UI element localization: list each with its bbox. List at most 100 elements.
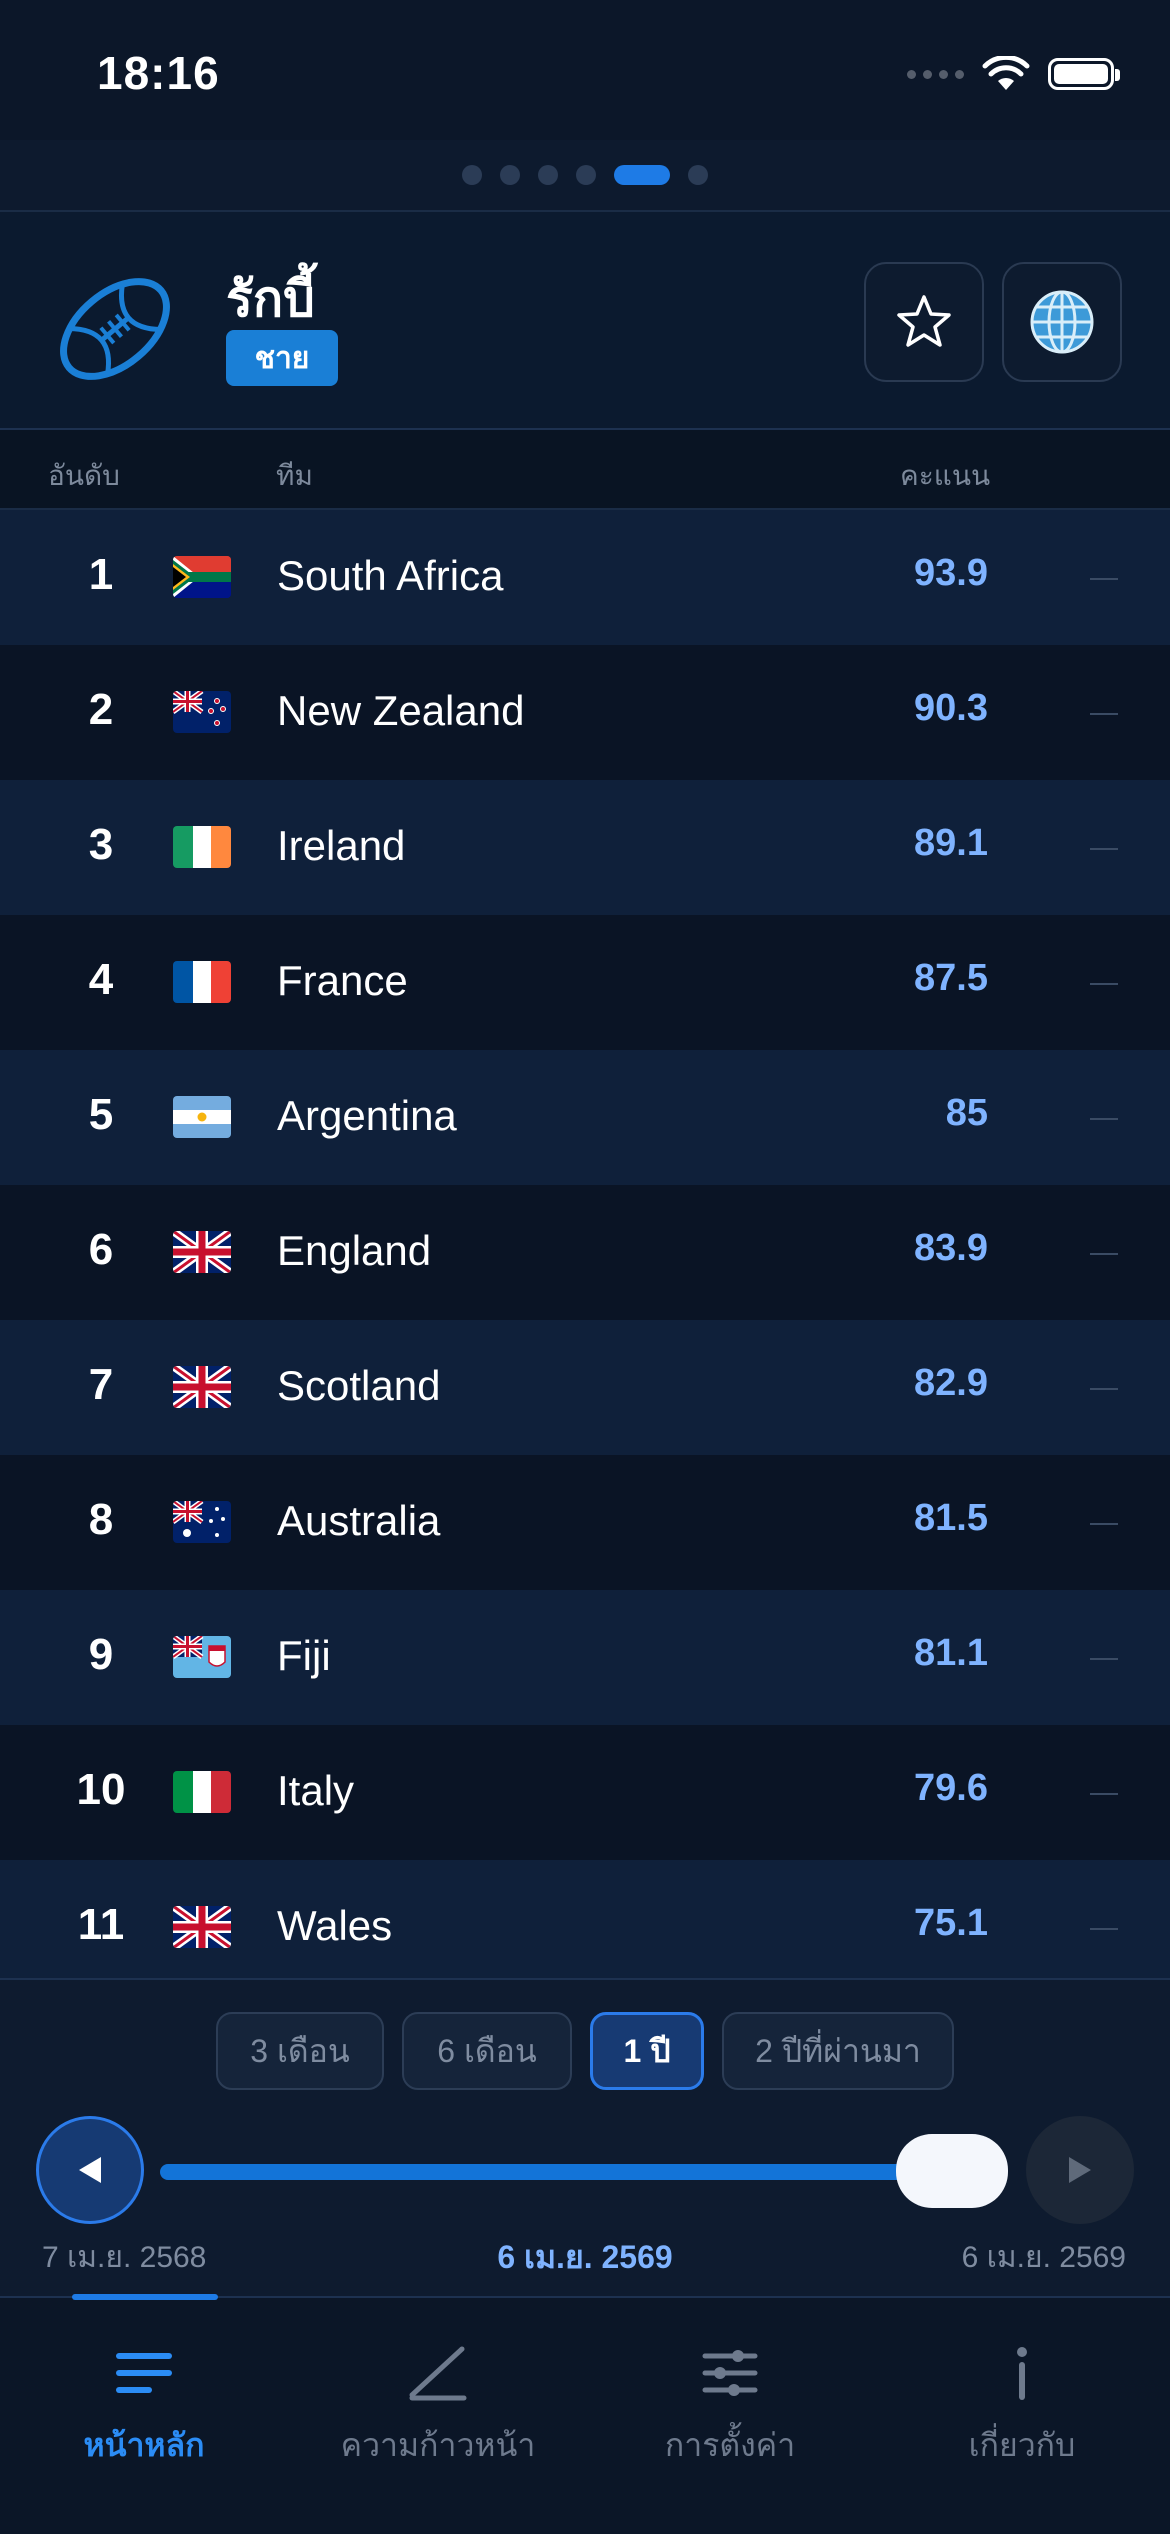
rank-number: 10 <box>76 1765 126 1814</box>
progress-chart-icon <box>409 2346 467 2401</box>
timeline-slider-thumb[interactable] <box>896 2134 1008 2208</box>
team-score: 82.9 <box>914 1362 988 1404</box>
timeline-start-date: 7 เม.ย. 2568 <box>42 2241 207 2274</box>
tab-label: หน้าหลัก <box>83 2427 205 2463</box>
trend-unchanged-icon <box>1090 1388 1118 1390</box>
gender-badge[interactable]: ชาย <box>226 330 338 386</box>
trend-unchanged-icon <box>1090 1118 1118 1120</box>
table-row[interactable]: 5 Argentina 85 <box>0 1050 1170 1185</box>
tab-home[interactable]: หน้าหลัก <box>14 2338 274 2471</box>
range-2-years-button[interactable]: 2 ปีที่ผ่านมา <box>722 2012 954 2090</box>
status-time: 18:16 <box>97 47 220 99</box>
rank-number: 6 <box>88 1225 114 1274</box>
trend-unchanged-icon <box>1090 1928 1118 1930</box>
team-score: 75.1 <box>914 1902 988 1944</box>
table-row[interactable]: 9 Fiji 81.1 <box>0 1590 1170 1725</box>
timeline-end-date: 6 เม.ย. 2569 <box>961 2241 1126 2274</box>
tab-settings[interactable]: การตั้งค่า <box>600 2338 860 2471</box>
table-row[interactable]: 2 New Zealand 90.3 <box>0 645 1170 780</box>
status-bar: 18:16 <box>0 0 1170 140</box>
rank-number: 5 <box>88 1090 114 1139</box>
rankings-table[interactable]: 1 South Africa 93.9 2 New Zealand 90.3 3 Irelan… <box>0 510 1170 1978</box>
page-dot[interactable] <box>500 165 520 185</box>
fiji-flag-icon <box>173 1636 231 1678</box>
team-name: Argentina <box>277 1092 457 1139</box>
play-right-icon <box>1069 2157 1091 2183</box>
column-header-score: คะแนน <box>900 460 991 491</box>
info-icon <box>1017 2347 1027 2400</box>
united-kingdom-flag-icon <box>173 1906 231 1948</box>
tab-label: ความก้าวหน้า <box>340 2427 536 2463</box>
page-dot[interactable] <box>462 165 482 185</box>
table-row[interactable]: 4 France 87.5 <box>0 915 1170 1050</box>
rank-number: 11 <box>77 1900 125 1949</box>
team-name: Australia <box>277 1497 441 1544</box>
rank-number: 4 <box>88 955 114 1004</box>
battery-icon <box>1048 58 1120 90</box>
tab-label: เกี่ยวกับ <box>968 2427 1076 2463</box>
team-name: Ireland <box>277 822 406 869</box>
timeline-slider-track[interactable] <box>160 2164 980 2180</box>
range-3-months-button[interactable]: 3 เดือน <box>216 2012 384 2090</box>
table-row[interactable]: 1 South Africa 93.9 <box>0 510 1170 645</box>
star-icon <box>897 295 951 347</box>
trend-unchanged-icon <box>1090 1793 1118 1795</box>
page-dot[interactable] <box>688 165 708 185</box>
table-row[interactable]: 10 Italy 79.6 <box>0 1725 1170 1860</box>
australia-flag-icon <box>173 1501 231 1543</box>
team-score: 83.9 <box>914 1227 988 1269</box>
team-name: France <box>277 957 408 1004</box>
south-africa-flag-icon <box>173 556 231 598</box>
trend-unchanged-icon <box>1090 713 1118 715</box>
sport-title: รักบี้ <box>226 271 315 327</box>
page-dot[interactable] <box>538 165 558 185</box>
ireland-flag-icon <box>173 826 231 868</box>
page-dot-active[interactable] <box>614 165 670 185</box>
team-score: 90.3 <box>914 687 988 729</box>
rank-number: 9 <box>88 1630 114 1679</box>
team-score: 87.5 <box>914 957 988 999</box>
france-flag-icon <box>173 961 231 1003</box>
list-icon <box>116 2353 172 2393</box>
team-score: 93.9 <box>914 552 988 594</box>
time-range-panel: 3 เดือน 6 เดือน 1 ปี 2 ปีที่ผ่านมา 7 เม.… <box>0 1978 1170 2298</box>
table-row[interactable]: 7 Scotland 82.9 <box>0 1320 1170 1455</box>
team-score: 81.5 <box>914 1497 988 1539</box>
team-name: Italy <box>277 1767 355 1814</box>
tab-bar: หน้าหลัก ความก้าวหน้า การตั้งค่า <box>0 2294 1170 2534</box>
previous-date-button[interactable] <box>36 2116 144 2224</box>
rugby-ball-icon <box>60 278 170 380</box>
tab-progress[interactable]: ความก้าวหน้า <box>308 2338 568 2471</box>
team-name: Scotland <box>277 1362 441 1409</box>
globe-button[interactable] <box>1002 262 1122 382</box>
next-date-button[interactable] <box>1026 2116 1134 2224</box>
favorite-button[interactable] <box>864 262 984 382</box>
rank-number: 8 <box>88 1495 114 1544</box>
new-zealand-flag-icon <box>173 691 231 733</box>
wifi-icon <box>982 56 1030 90</box>
table-row[interactable]: 11 Wales 75.1 <box>0 1860 1170 1978</box>
range-6-months-button[interactable]: 6 เดือน <box>402 2012 572 2090</box>
page-dot[interactable] <box>576 165 596 185</box>
range-1-year-button[interactable]: 1 ปี <box>590 2012 704 2090</box>
globe-icon <box>1030 290 1094 354</box>
team-name: Wales <box>277 1902 393 1949</box>
status-icons <box>907 56 1120 92</box>
table-row[interactable]: 6 England 83.9 <box>0 1185 1170 1320</box>
table-row[interactable]: 8 Australia 81.5 <box>0 1455 1170 1590</box>
trend-unchanged-icon <box>1090 578 1118 580</box>
sliders-icon <box>702 2350 758 2396</box>
tab-about[interactable]: เกี่ยวกับ <box>892 2338 1152 2471</box>
trend-unchanged-icon <box>1090 983 1118 985</box>
active-tab-indicator <box>72 2294 218 2300</box>
rank-number: 7 <box>88 1360 114 1409</box>
united-kingdom-flag-icon <box>173 1231 231 1273</box>
table-header: อันดับ ทีม คะแนน <box>0 430 1170 510</box>
trend-unchanged-icon <box>1090 848 1118 850</box>
column-header-rank: อันดับ <box>48 460 120 491</box>
timeline-current-date: 6 เม.ย. 2569 <box>497 2239 673 2275</box>
play-left-icon <box>79 2157 101 2183</box>
table-row[interactable]: 3 Ireland 89.1 <box>0 780 1170 915</box>
trend-unchanged-icon <box>1090 1253 1118 1255</box>
page-indicator[interactable] <box>0 140 1170 212</box>
